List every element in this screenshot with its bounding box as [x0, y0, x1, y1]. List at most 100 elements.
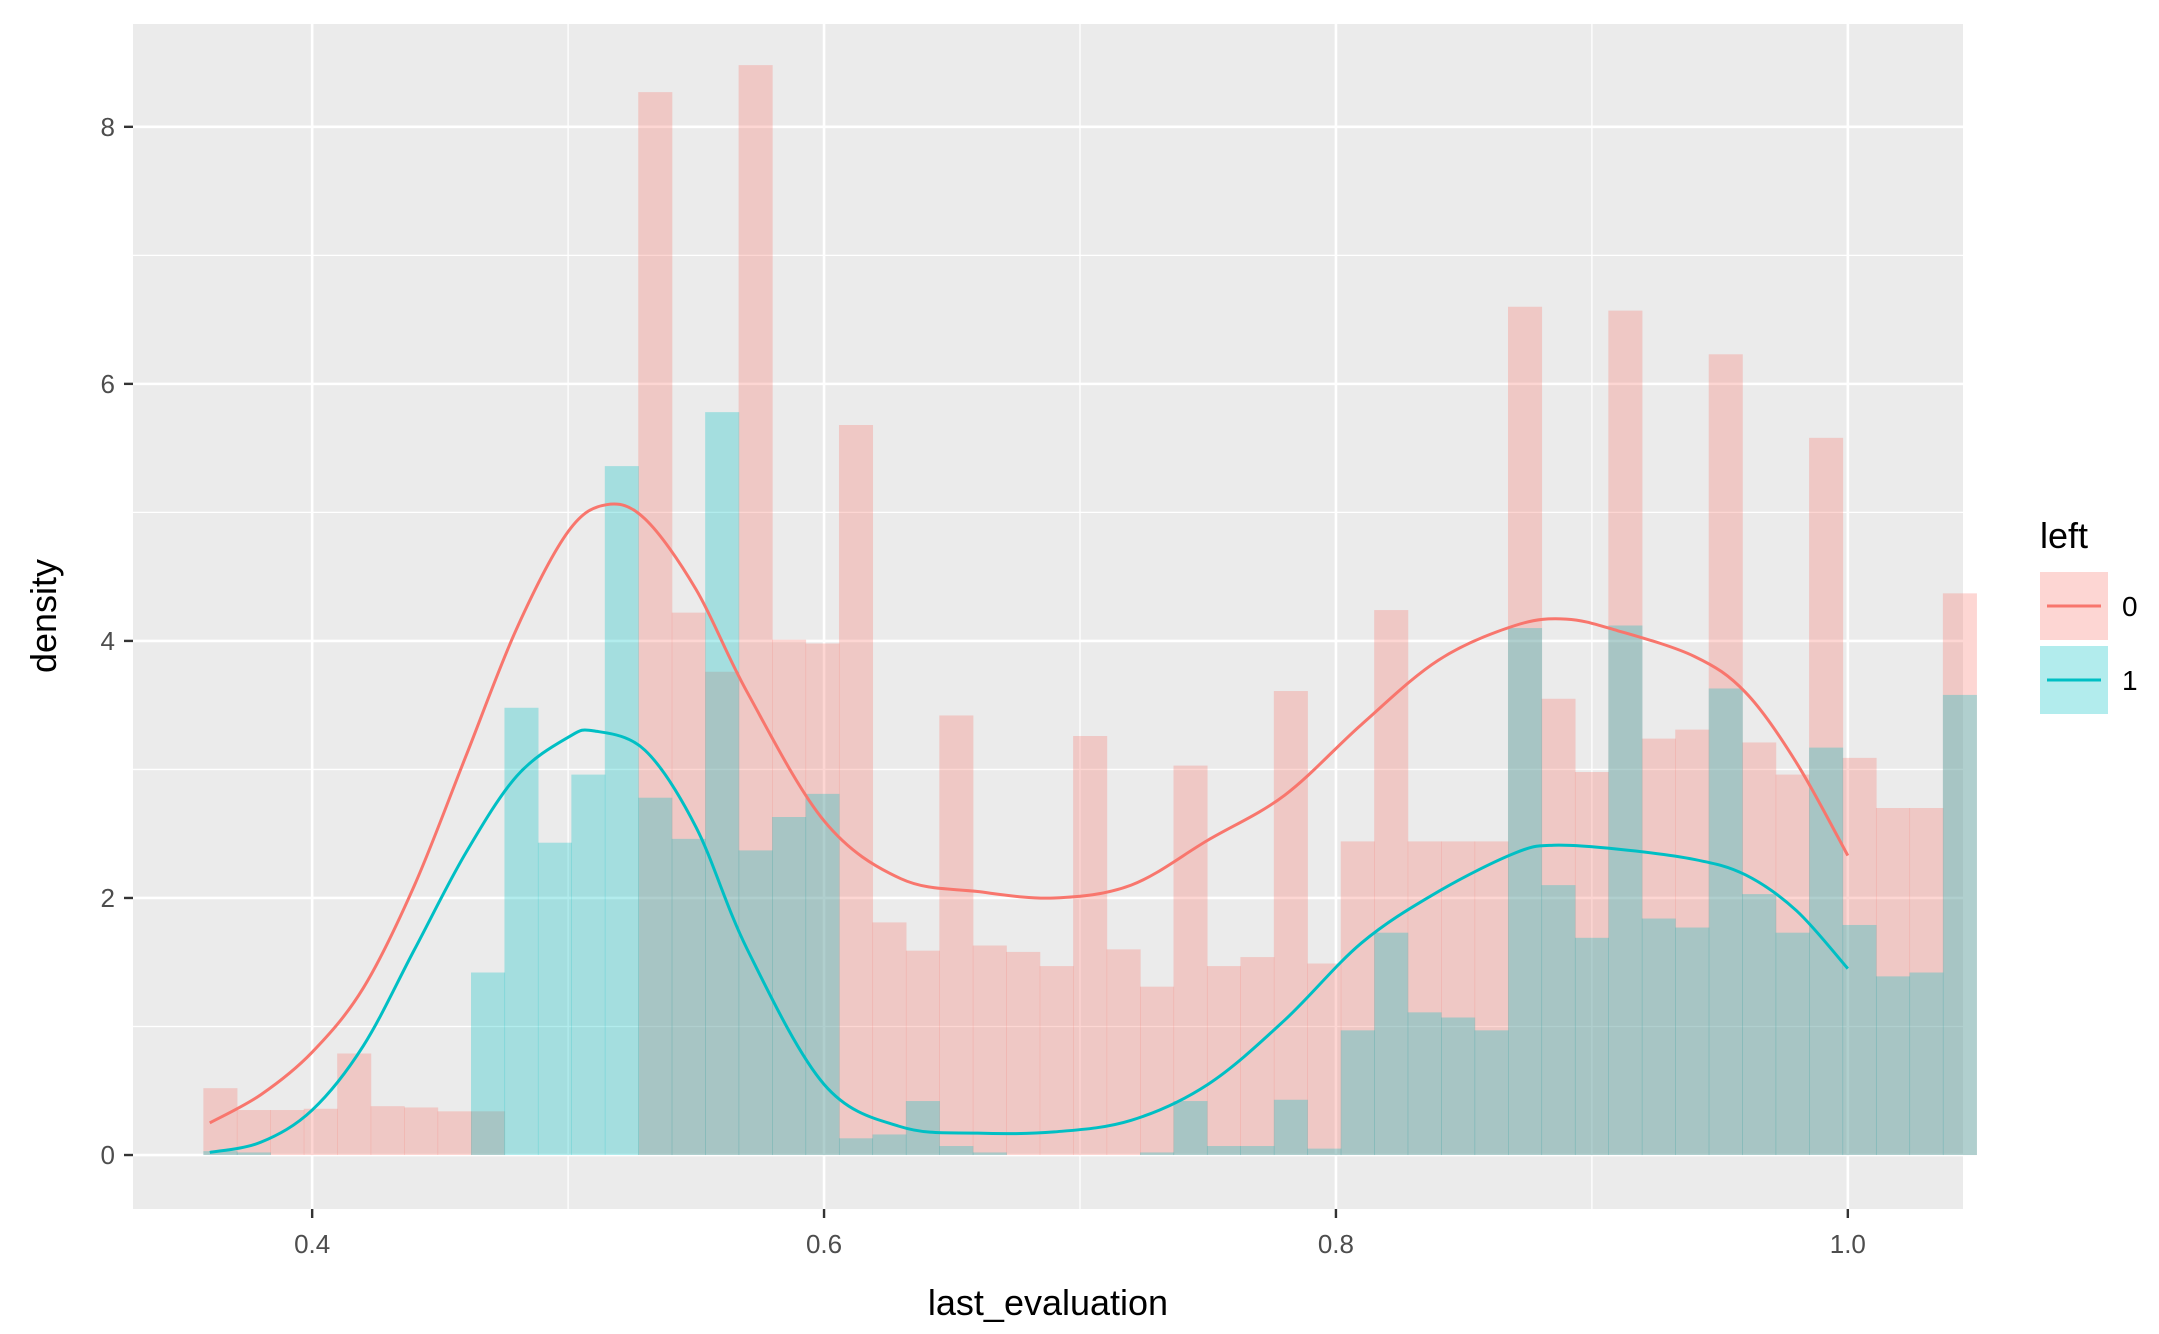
- histogram-bar: [1407, 1012, 1442, 1156]
- histogram-bar: [872, 922, 907, 1156]
- histogram-bar: [705, 671, 740, 1156]
- legend-title: left: [2040, 515, 2088, 556]
- histogram-bar: [1675, 729, 1710, 1156]
- histogram-bar: [972, 945, 1007, 1156]
- x-axis-title: last_evaluation: [928, 1282, 1168, 1323]
- histogram-bar: [504, 707, 539, 1156]
- histogram-bar: [1240, 1146, 1275, 1156]
- histogram-bar: [1140, 986, 1175, 1156]
- density-curve-left-1: [209, 728, 1849, 1154]
- histogram-bar: [772, 639, 807, 1156]
- histogram-bar: [404, 1107, 439, 1156]
- histogram-bar: [1641, 738, 1676, 1156]
- histogram-bar: [638, 92, 673, 1156]
- histogram-bar: [939, 715, 974, 1156]
- histogram-bar: [1374, 932, 1409, 1156]
- histogram-bar: [1374, 610, 1409, 1156]
- panel-background: [133, 24, 1963, 1209]
- histogram-bar: [738, 850, 773, 1156]
- histogram-bar: [1608, 625, 1643, 1156]
- major-gridlines: [133, 24, 1963, 1209]
- histogram-bar: [671, 838, 706, 1156]
- histogram-bar: [972, 1152, 1007, 1156]
- histogram-bar: [671, 612, 706, 1156]
- histogram-bars-left-0: [203, 65, 1977, 1156]
- histogram-bar: [470, 1111, 506, 1156]
- x-tick-label: 0.8: [1318, 1229, 1354, 1259]
- histogram-bar: [1641, 918, 1676, 1156]
- histogram-bar: [1875, 976, 1911, 1156]
- histogram-bar: [1942, 694, 1977, 1156]
- histogram-bar: [1206, 1146, 1241, 1156]
- histogram-bar: [203, 1151, 238, 1156]
- histogram-bar: [1307, 1148, 1342, 1156]
- histogram-bars-left-1: [203, 412, 1977, 1156]
- histogram-bar: [1909, 808, 1944, 1156]
- histogram-bar: [1574, 937, 1609, 1156]
- histogram-bar: [1675, 927, 1710, 1156]
- legend: left 0 1: [2040, 515, 2138, 714]
- histogram-bar: [1842, 924, 1877, 1156]
- histogram-bar: [1073, 736, 1108, 1156]
- histogram-bar: [1474, 841, 1509, 1156]
- histogram-bar: [1541, 698, 1576, 1156]
- histogram-bar: [203, 1088, 238, 1156]
- histogram-bar: [1875, 808, 1911, 1156]
- histogram-bar: [1742, 742, 1777, 1156]
- histogram-bar: [1775, 932, 1810, 1156]
- histogram-bar: [1508, 306, 1543, 1156]
- histogram-bar: [705, 412, 740, 1156]
- histogram-bar: [1340, 1030, 1375, 1156]
- histogram-bar: [1541, 885, 1576, 1156]
- histogram-bar: [638, 797, 673, 1156]
- histogram-bar: [1574, 772, 1609, 1156]
- histogram-bar: [1742, 894, 1777, 1156]
- x-tick-label: 1.0: [1830, 1229, 1866, 1259]
- histogram-bar: [470, 972, 506, 1156]
- histogram-bar: [1775, 774, 1810, 1156]
- x-axis: 0.4 0.6 0.8 1.0: [294, 1209, 1866, 1259]
- histogram-bar: [1474, 1030, 1509, 1156]
- histogram-bar: [1173, 765, 1208, 1156]
- histogram-bar: [838, 424, 874, 1156]
- y-tick-label: 2: [101, 883, 115, 913]
- histogram-bar: [337, 1053, 372, 1156]
- histogram-bar: [1441, 1017, 1476, 1156]
- histogram-bar: [939, 1146, 974, 1156]
- histogram-bar: [437, 1111, 472, 1156]
- histogram-bar: [872, 1134, 907, 1156]
- histogram-bar: [1006, 951, 1041, 1156]
- x-tick-label: 0.4: [294, 1229, 330, 1259]
- x-tick-label: 0.6: [806, 1229, 842, 1259]
- histogram-bar: [1307, 963, 1342, 1156]
- minor-gridlines: [133, 24, 1963, 1209]
- histogram-bar: [1842, 757, 1877, 1156]
- legend-label-1: 1: [2122, 665, 2138, 696]
- y-axis: 0 2 4 6 8: [101, 112, 133, 1170]
- histogram-bar: [1273, 1099, 1308, 1156]
- histogram-bar: [236, 1152, 271, 1156]
- y-axis-title: density: [23, 559, 64, 673]
- density-curve-left-0: [209, 502, 1850, 1125]
- histogram-bar: [1340, 841, 1375, 1156]
- histogram-bar: [1942, 593, 1977, 1156]
- histogram-bar: [905, 950, 940, 1156]
- y-tick-label: 0: [101, 1140, 115, 1170]
- histogram-bar: [1508, 628, 1543, 1156]
- histogram-bar: [571, 774, 606, 1156]
- histogram-bar: [1708, 354, 1743, 1156]
- histogram-bar: [1173, 1101, 1208, 1156]
- histogram-bar: [1708, 688, 1743, 1156]
- histogram-bar: [1909, 972, 1944, 1156]
- y-tick-label: 6: [101, 369, 115, 399]
- histogram-bar: [604, 466, 639, 1156]
- histogram-bar: [838, 1138, 874, 1156]
- histogram-bar: [1106, 949, 1141, 1156]
- histogram-bar: [805, 793, 840, 1156]
- histogram-bar: [1441, 841, 1476, 1156]
- histogram-bar: [270, 1110, 305, 1156]
- histogram-bar: [1206, 966, 1241, 1156]
- density-curves: [209, 502, 1850, 1154]
- histogram-bar: [1140, 1152, 1175, 1156]
